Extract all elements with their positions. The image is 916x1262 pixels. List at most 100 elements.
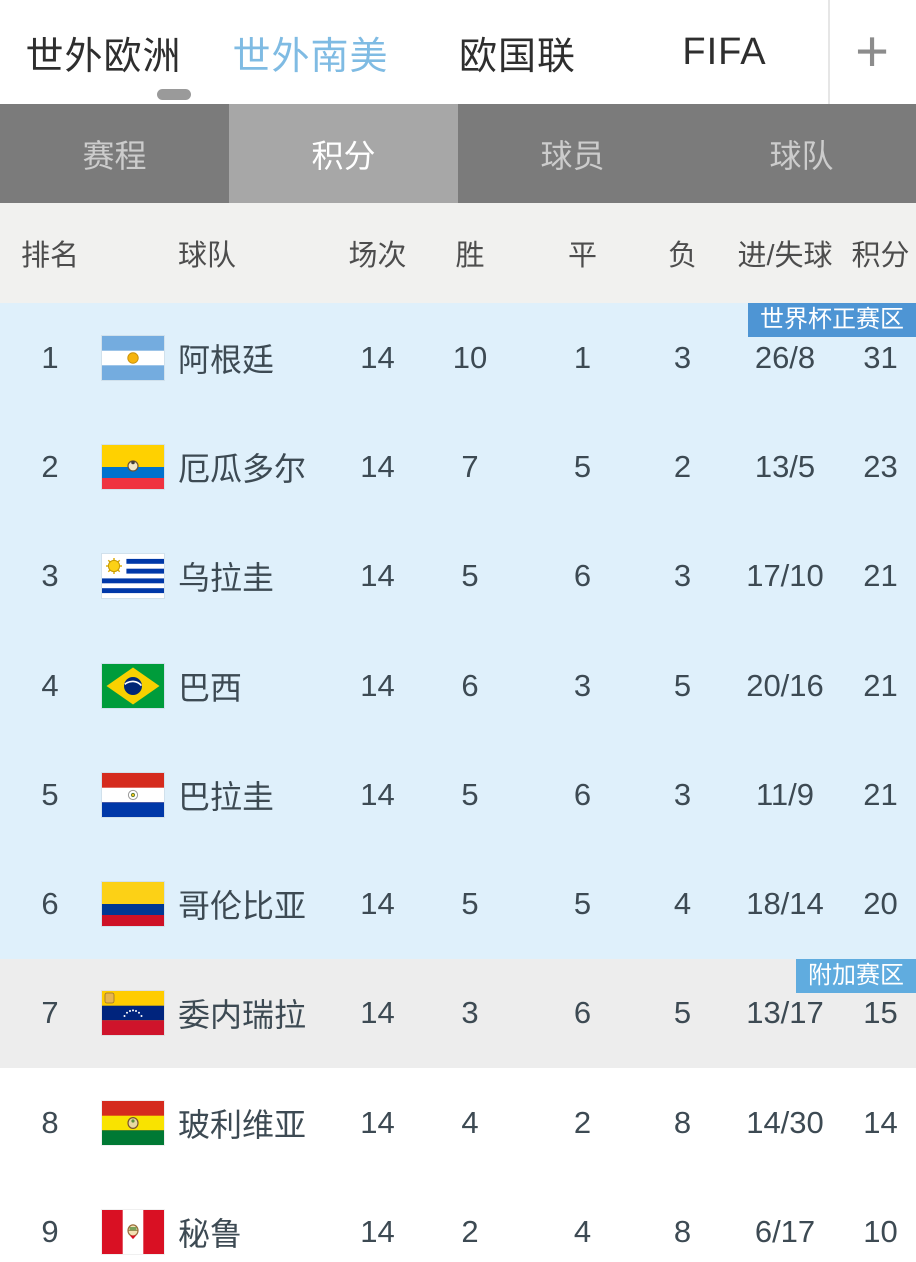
goals-cell: 13/17 bbox=[746, 995, 824, 1031]
flag-cell bbox=[100, 554, 165, 599]
rank-cell: 3 bbox=[41, 558, 59, 594]
points-cell: 10 bbox=[863, 1214, 898, 1250]
win-cell: 7 bbox=[461, 448, 479, 484]
flag-cell bbox=[100, 882, 165, 927]
flag-cell bbox=[100, 444, 165, 489]
points-cell: 21 bbox=[863, 558, 898, 594]
table-row[interactable]: 9 秘鲁 14 2 4 8 6/17 10 bbox=[0, 1177, 916, 1262]
brazil-flag-icon bbox=[102, 663, 164, 708]
loss-cell: 5 bbox=[673, 995, 692, 1031]
rank-cell: 4 bbox=[41, 667, 59, 703]
uruguay-flag-icon bbox=[102, 554, 164, 599]
sub-tab-2[interactable]: 积分 bbox=[229, 104, 458, 203]
table-row[interactable]: 4 巴西 14 6 3 5 20/16 21 bbox=[0, 630, 916, 741]
played-cell: 14 bbox=[360, 448, 395, 484]
top-tab-1[interactable]: 世外欧洲 bbox=[25, 35, 182, 78]
sub-tab-3[interactable]: 球员 bbox=[540, 137, 605, 174]
team-name: 委内瑞拉 bbox=[178, 997, 307, 1034]
table-row[interactable]: 5 巴拉圭 14 5 6 3 11/9 21 bbox=[0, 740, 916, 850]
top-tab-2[interactable]: 世外南美 bbox=[232, 35, 389, 78]
draw-cell: 3 bbox=[573, 667, 592, 703]
rank-cell: 6 bbox=[41, 886, 59, 922]
col-header-win: 胜 bbox=[455, 240, 485, 272]
played-cell: 14 bbox=[360, 886, 395, 922]
flag-cell bbox=[100, 335, 165, 380]
played-cell: 14 bbox=[360, 1214, 395, 1250]
flag-cell bbox=[100, 1100, 165, 1145]
topbar-divider bbox=[828, 0, 830, 104]
qualification-zone-badge: 世界杯正赛区 bbox=[748, 303, 916, 337]
table-row[interactable]: 8 玻利维亚 14 4 2 8 14/30 14 bbox=[0, 1068, 916, 1178]
loss-cell: 3 bbox=[673, 776, 692, 812]
rank-cell: 8 bbox=[41, 1104, 59, 1140]
tab-scroll-indicator bbox=[157, 89, 191, 100]
points-cell: 31 bbox=[863, 339, 898, 375]
loss-cell: 5 bbox=[673, 667, 692, 703]
team-name: 厄瓜多尔 bbox=[178, 450, 307, 487]
argentina-flag-icon bbox=[102, 335, 164, 380]
draw-cell: 5 bbox=[573, 448, 592, 484]
points-cell: 14 bbox=[863, 1104, 898, 1140]
rank-cell: 7 bbox=[41, 995, 59, 1031]
loss-cell: 3 bbox=[673, 339, 692, 375]
loss-cell: 8 bbox=[673, 1214, 692, 1250]
goals-cell: 6/17 bbox=[754, 1214, 816, 1250]
win-cell: 6 bbox=[461, 667, 479, 703]
team-name: 玻利维亚 bbox=[178, 1106, 307, 1143]
col-header-played: 场次 bbox=[348, 240, 407, 272]
col-header-draw: 平 bbox=[567, 240, 597, 272]
points-cell: 21 bbox=[863, 667, 898, 703]
col-header-rank: 排名 bbox=[20, 240, 79, 272]
top-tab-bar: 世外欧洲 世外南美 欧国联 FIFA + bbox=[0, 0, 916, 104]
draw-cell: 2 bbox=[573, 1104, 592, 1140]
table-row[interactable]: 2 厄瓜多尔 14 7 5 2 13/5 23 bbox=[0, 412, 916, 522]
draw-cell: 4 bbox=[573, 1214, 592, 1250]
flag-cell bbox=[100, 663, 165, 708]
add-tab-button[interactable]: + bbox=[855, 19, 889, 84]
table-row[interactable]: 6 哥伦比亚 14 5 5 4 18/14 20 bbox=[0, 849, 916, 959]
colombia-flag-icon bbox=[102, 882, 164, 927]
loss-cell: 4 bbox=[673, 886, 692, 922]
col-header-loss: 负 bbox=[667, 240, 697, 272]
goals-cell: 18/14 bbox=[746, 886, 824, 922]
played-cell: 14 bbox=[360, 667, 395, 703]
flag-cell bbox=[100, 1210, 165, 1255]
draw-cell: 6 bbox=[573, 558, 592, 594]
goals-cell: 14/30 bbox=[746, 1104, 824, 1140]
loss-cell: 2 bbox=[673, 448, 692, 484]
team-name: 乌拉圭 bbox=[178, 560, 275, 597]
draw-cell: 5 bbox=[573, 886, 592, 922]
win-cell: 10 bbox=[452, 339, 488, 375]
draw-cell: 1 bbox=[573, 339, 592, 375]
top-tab-4[interactable]: FIFA bbox=[682, 30, 767, 73]
flag-cell bbox=[100, 991, 165, 1036]
draw-cell: 6 bbox=[573, 995, 592, 1031]
played-cell: 14 bbox=[360, 995, 395, 1031]
paraguay-flag-icon bbox=[102, 772, 164, 817]
loss-cell: 8 bbox=[673, 1104, 692, 1140]
loss-cell: 3 bbox=[673, 558, 692, 594]
goals-cell: 13/5 bbox=[754, 448, 816, 484]
points-cell: 15 bbox=[863, 995, 898, 1031]
win-cell: 2 bbox=[461, 1214, 479, 1250]
sub-tab-4[interactable]: 球队 bbox=[769, 137, 834, 174]
col-header-team: 球队 bbox=[178, 240, 237, 272]
sub-tab-bar: 赛程 积分 球员 球队 bbox=[0, 104, 916, 203]
rank-cell: 9 bbox=[41, 1214, 59, 1250]
add-tab-area: + bbox=[828, 0, 916, 104]
table-row[interactable]: 7 委内瑞拉 14 3 6 5 13/17 15 附加赛区 bbox=[0, 958, 916, 1069]
flag-cell bbox=[100, 772, 165, 817]
table-row[interactable]: 1 阿根廷 14 10 1 3 26/8 31 世界杯正赛区 bbox=[0, 303, 916, 413]
sub-tab-1[interactable]: 赛程 bbox=[82, 137, 147, 174]
team-name: 阿根廷 bbox=[178, 341, 275, 378]
bolivia-flag-icon bbox=[102, 1100, 164, 1145]
col-header-points: 积分 bbox=[851, 240, 910, 272]
team-name: 哥伦比亚 bbox=[178, 888, 307, 925]
top-tab-3[interactable]: 欧国联 bbox=[458, 35, 576, 78]
draw-cell: 6 bbox=[573, 776, 592, 812]
table-row[interactable]: 3 乌拉圭 14 5 6 3 17/10 21 bbox=[0, 521, 916, 631]
team-name: 巴西 bbox=[178, 669, 243, 706]
win-cell: 5 bbox=[461, 776, 479, 812]
ecuador-flag-icon bbox=[102, 444, 164, 489]
points-cell: 23 bbox=[863, 448, 898, 484]
